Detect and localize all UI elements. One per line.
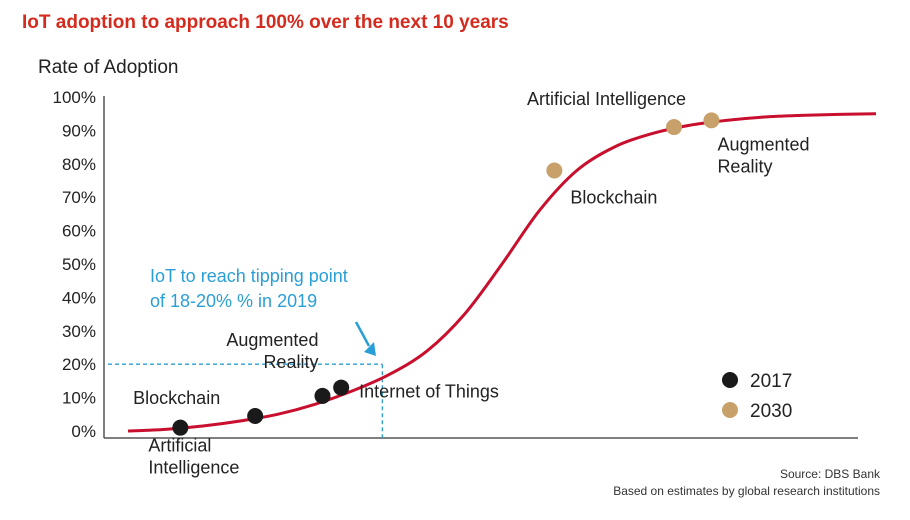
legend-marker-2030 [722,402,738,418]
point-2017 [247,407,264,424]
point-2017 [172,419,189,436]
annotation-line-1: IoT to reach tipping point [150,266,348,286]
legend-label-2030: 2030 [750,401,792,422]
y-tick-labels: 0% 10% 20% 30% 40% 50% 60% 70% 80% 90% 100% [53,88,96,441]
source-line-1: Source: DBS Bank [779,467,880,481]
y-tick-label: 60% [62,222,96,241]
point-label: Artificial Intelligence [527,89,686,109]
annotation-arrow-head [364,342,376,356]
data-points [172,112,720,436]
y-tick-label: 0% [71,422,96,441]
point-label: Blockchain [570,187,657,207]
y-tick-label: 50% [62,255,96,274]
point-label: Artificial [148,436,211,456]
tipping-point-guides [108,363,383,438]
axes [103,96,858,439]
point-2017 [333,379,350,396]
y-tick-label: 80% [62,155,96,174]
source-note: Source: DBS Bank Based on estimates by g… [613,466,880,500]
point-label: Blockchain [133,388,220,408]
point-label: Augmented [717,134,809,154]
point-label: Internet of Things [359,382,499,402]
point-label: Reality [717,156,772,176]
tipping-point-annotation: IoT to reach tipping point of 18-20% % in… [150,266,376,356]
y-tick-label: 10% [62,389,96,408]
legend: 2017 2030 [722,371,792,422]
point-label: Reality [263,352,318,372]
annotation-arrow-shaft [354,321,371,347]
annotation-line-2: of 18-20% % in 2019 [150,291,317,311]
point-label: Augmented [226,330,318,350]
legend-marker-2017 [722,372,738,388]
y-axis-title: Rate of Adoption [38,57,179,78]
y-tick-label: 90% [62,121,96,140]
chart-title: IoT adoption to approach 100% over the n… [22,12,509,33]
point-2030 [703,112,720,129]
legend-label-2017: 2017 [750,371,792,392]
y-tick-label: 20% [62,355,96,374]
y-tick-label: 100% [53,88,96,107]
point-label: Intelligence [148,458,239,478]
y-tick-label: 40% [62,288,96,307]
source-line-2: Based on estimates by global research in… [613,484,880,498]
y-tick-label: 30% [62,322,96,341]
point-2030 [666,119,683,136]
point-2017 [314,387,331,404]
y-tick-label: 70% [62,188,96,207]
point-2030 [546,162,563,179]
